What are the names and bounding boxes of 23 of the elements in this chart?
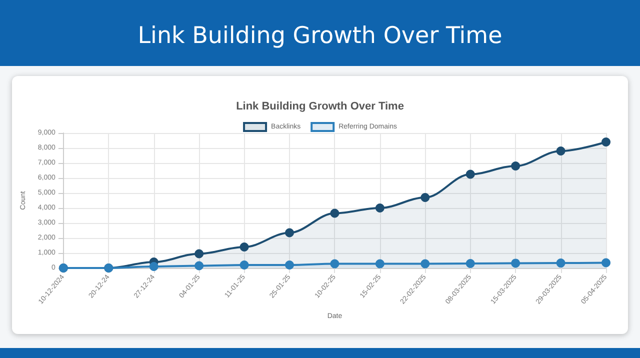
point (375, 259, 384, 268)
point (240, 242, 249, 252)
point (556, 146, 566, 156)
point (556, 258, 566, 268)
point (420, 259, 430, 268)
point (466, 170, 475, 179)
point (285, 228, 294, 238)
chart-subtitle: Link Building Growth Over Time (236, 100, 404, 112)
point (420, 193, 430, 202)
point (149, 262, 158, 271)
point (466, 259, 475, 268)
point (330, 259, 340, 268)
point (330, 208, 340, 218)
point (285, 260, 294, 270)
chart-title: Link Building Growth Over Time (0, 0, 640, 66)
point (194, 261, 204, 270)
point (240, 260, 249, 270)
point (194, 249, 204, 258)
point (511, 162, 520, 170)
point (602, 138, 610, 146)
point (602, 258, 610, 268)
point (375, 204, 384, 212)
point (511, 258, 520, 268)
